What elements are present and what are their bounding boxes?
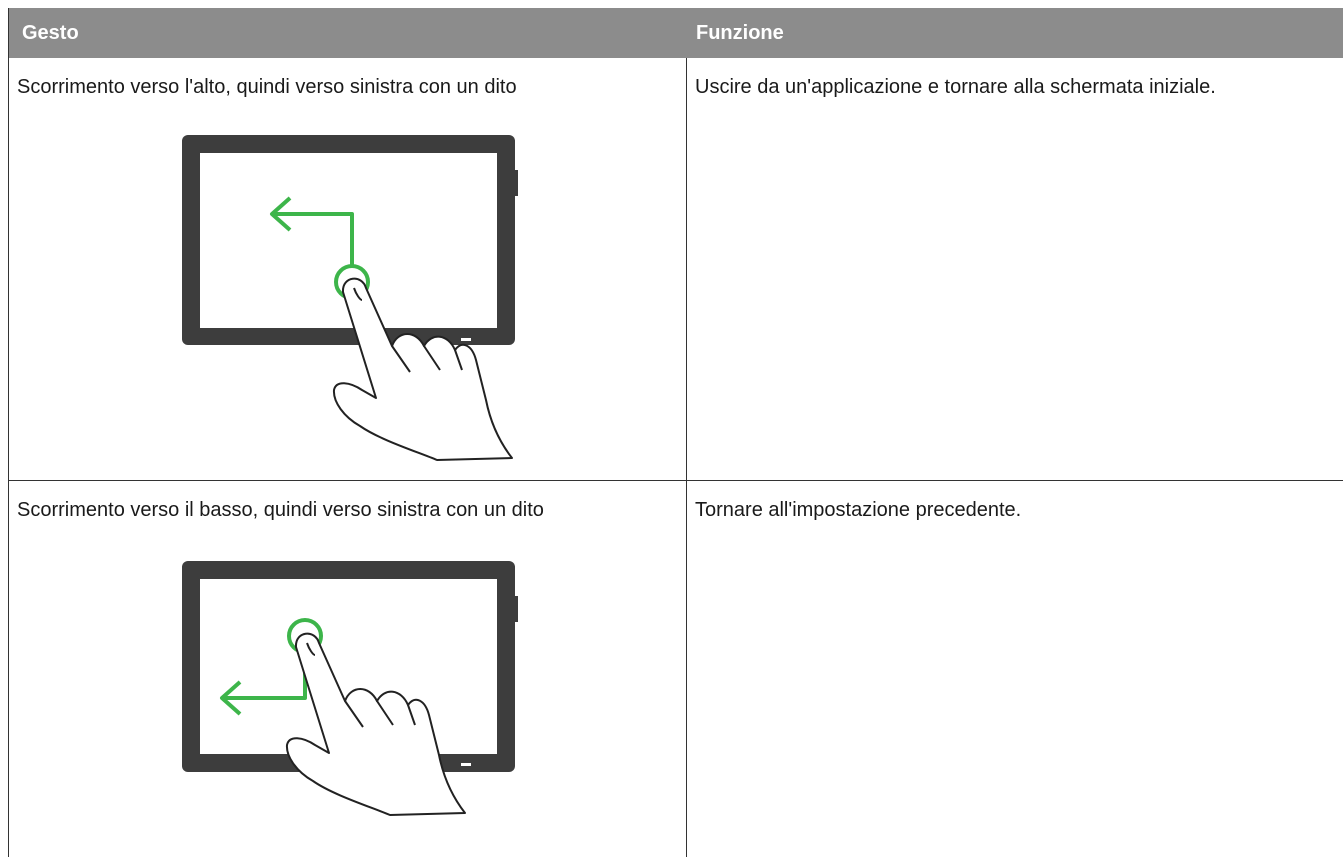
header-cell: Funzione [686, 8, 1343, 58]
border [8, 480, 1343, 481]
header-cell: Gesto [8, 8, 686, 58]
border [8, 8, 9, 857]
tablet-illustration [182, 561, 518, 816]
cell-text: Uscire da un'applicazione e tornare alla… [695, 76, 1216, 98]
cell-text: Tornare all'impostazione precedente. [695, 499, 1022, 521]
tablet-illustration [182, 135, 518, 461]
cell-text: Scorrimento verso l'alto, quindi verso s… [17, 76, 517, 98]
cell-text: Scorrimento verso il basso, quindi verso… [17, 499, 544, 521]
border [686, 58, 687, 857]
